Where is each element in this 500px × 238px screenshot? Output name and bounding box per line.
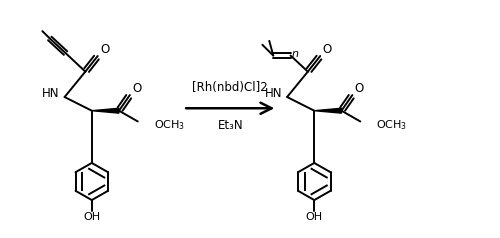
Text: [Rh(nbd)Cl]2: [Rh(nbd)Cl]2 <box>192 81 268 94</box>
Text: HN: HN <box>264 87 282 100</box>
Text: O: O <box>100 43 110 56</box>
Text: n: n <box>292 49 299 59</box>
Text: O: O <box>354 82 364 95</box>
Text: HN: HN <box>42 87 60 100</box>
Text: O: O <box>322 43 332 56</box>
Text: O: O <box>132 82 141 95</box>
Text: OH: OH <box>83 212 100 222</box>
Text: Et₃N: Et₃N <box>218 119 243 132</box>
Text: OH: OH <box>306 212 323 222</box>
Polygon shape <box>92 108 119 113</box>
Text: OCH$_3$: OCH$_3$ <box>154 119 185 132</box>
Text: OCH$_3$: OCH$_3$ <box>376 119 408 132</box>
Polygon shape <box>314 108 342 113</box>
